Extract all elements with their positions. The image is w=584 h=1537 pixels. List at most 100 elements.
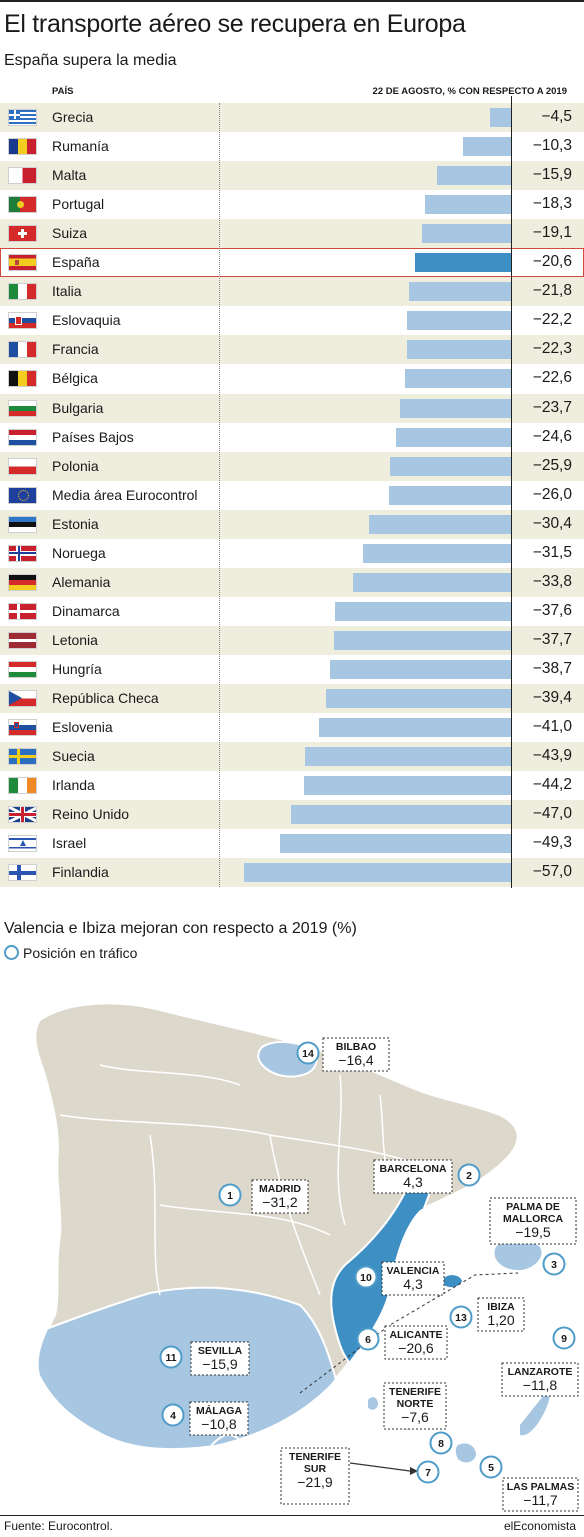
country-label: Francia	[52, 341, 99, 358]
airport-value: 1,20	[487, 1312, 514, 1328]
rank-circle-icon	[416, 1460, 440, 1484]
value-label: −37,6	[532, 601, 572, 619]
table-row: Bulgaria −23,7	[0, 393, 584, 423]
country-label: Eslovaquia	[52, 312, 121, 329]
value-label: −15,9	[532, 166, 572, 184]
airport-name: TENERIFE	[389, 1386, 441, 1398]
table-row: Grecia −4,5	[0, 103, 584, 132]
airport-label-box	[384, 1325, 448, 1360]
airport-value: −15,9	[202, 1356, 238, 1372]
airport-value: 4,3	[403, 1276, 423, 1292]
airport-label-box	[251, 1179, 309, 1214]
table-row: República Checa −39,4	[0, 684, 584, 713]
map-title: Valencia e Ibiza mejoran con respecto a …	[4, 920, 357, 937]
value-label: −47,0	[532, 805, 572, 823]
rank-number: 1	[227, 1190, 233, 1202]
table-row: Media área Eurocontrol −26,0	[0, 481, 584, 510]
bar	[305, 747, 511, 767]
bar	[436, 166, 511, 186]
flag-si-icon	[8, 719, 37, 737]
flag-il-icon	[8, 835, 37, 853]
rank-circle-icon	[161, 1403, 185, 1427]
map-annotations	[299, 1272, 519, 1475]
bar	[318, 718, 511, 738]
flag-it-icon	[8, 283, 37, 301]
table-row: Irlanda −44,2	[0, 771, 584, 800]
airport-name: MÁLAGA	[196, 1404, 242, 1417]
island-gran-canaria	[455, 1443, 476, 1463]
country-label: República Checa	[52, 690, 159, 706]
airport-label-box	[502, 1477, 579, 1512]
value-label: −20,6	[532, 253, 572, 271]
flag-fr-icon	[8, 341, 37, 359]
rank-circle-icon	[218, 1183, 242, 1207]
value-label: −44,2	[532, 776, 572, 794]
table-row: Países Bajos −24,6	[0, 423, 584, 452]
country-label: Rumanía	[52, 138, 109, 155]
bar	[405, 369, 511, 389]
airport-name: VALENCIA	[387, 1265, 440, 1277]
rank-circle-icon	[479, 1455, 503, 1479]
flag-nl-icon	[8, 428, 37, 446]
bar	[290, 805, 511, 825]
region-andalucia	[35, 1286, 341, 1449]
rank-number: 13	[455, 1312, 467, 1324]
rank-number: 6	[365, 1334, 371, 1346]
country-label: Dinamarca	[52, 602, 120, 619]
bar	[395, 427, 511, 447]
airport-name: TENERIFE	[289, 1451, 341, 1463]
flag-ie-icon	[8, 777, 37, 795]
page-title: El transporte aéreo se recupera en Europ…	[4, 10, 466, 38]
airport-name: NORTE	[397, 1398, 434, 1410]
flag-eu-icon	[8, 486, 37, 504]
value-label: −18,3	[532, 195, 572, 213]
airport-label-box	[373, 1159, 453, 1194]
rank-number: 3	[551, 1259, 557, 1271]
bar	[389, 485, 511, 505]
table-row: Alemania −33,8	[0, 567, 584, 597]
bar	[329, 659, 511, 679]
flag-mt-icon	[8, 167, 37, 185]
airport-label-box	[501, 1362, 579, 1397]
airport-label-box	[381, 1261, 445, 1296]
airport-label-box	[477, 1297, 525, 1332]
rank-number: 5	[488, 1462, 494, 1474]
table-row: Israel −49,3	[0, 829, 584, 858]
value-label: −39,4	[532, 689, 572, 706]
value-label: −22,3	[532, 340, 572, 358]
airport-value: −11,7	[523, 1492, 558, 1508]
table-row: Polonia −25,9	[0, 451, 584, 481]
bar	[368, 514, 511, 534]
value-label: −43,9	[532, 747, 572, 765]
flag-cz-icon	[8, 690, 37, 707]
island-fuerteventura	[520, 1390, 550, 1436]
flag-dk-icon	[8, 602, 37, 620]
value-label: −19,1	[532, 224, 572, 242]
flag-ee-icon	[8, 515, 37, 533]
country-label: Finlandia	[52, 864, 109, 881]
bar	[414, 253, 511, 273]
flag-se-icon	[8, 748, 37, 766]
country-label: Bélgica	[52, 370, 98, 387]
bar	[406, 340, 511, 360]
airport-name: MALLORCA	[503, 1213, 563, 1225]
island-mallorca	[494, 1239, 542, 1271]
table-row: Eslovenia −41,0	[0, 713, 584, 742]
value-label: −30,4	[532, 514, 572, 532]
bar	[399, 398, 511, 418]
flag-fi-icon	[8, 864, 37, 882]
table-row: España −20,6	[0, 248, 584, 278]
country-label: Países Bajos	[52, 428, 134, 445]
airport-name: BARCELONA	[379, 1163, 446, 1175]
country-label: Media área Eurocontrol	[52, 486, 198, 503]
bar	[303, 776, 511, 796]
brand-name: elEconomista	[503, 1519, 576, 1533]
island-ibiza	[444, 1275, 462, 1288]
airport-label-box	[189, 1401, 249, 1436]
country-label: Israel	[52, 835, 87, 852]
airport-name: BILBAO	[336, 1041, 376, 1053]
value-label: −26,0	[532, 485, 572, 503]
flag-gr-icon	[8, 109, 37, 126]
value-label: −38,7	[532, 659, 572, 677]
